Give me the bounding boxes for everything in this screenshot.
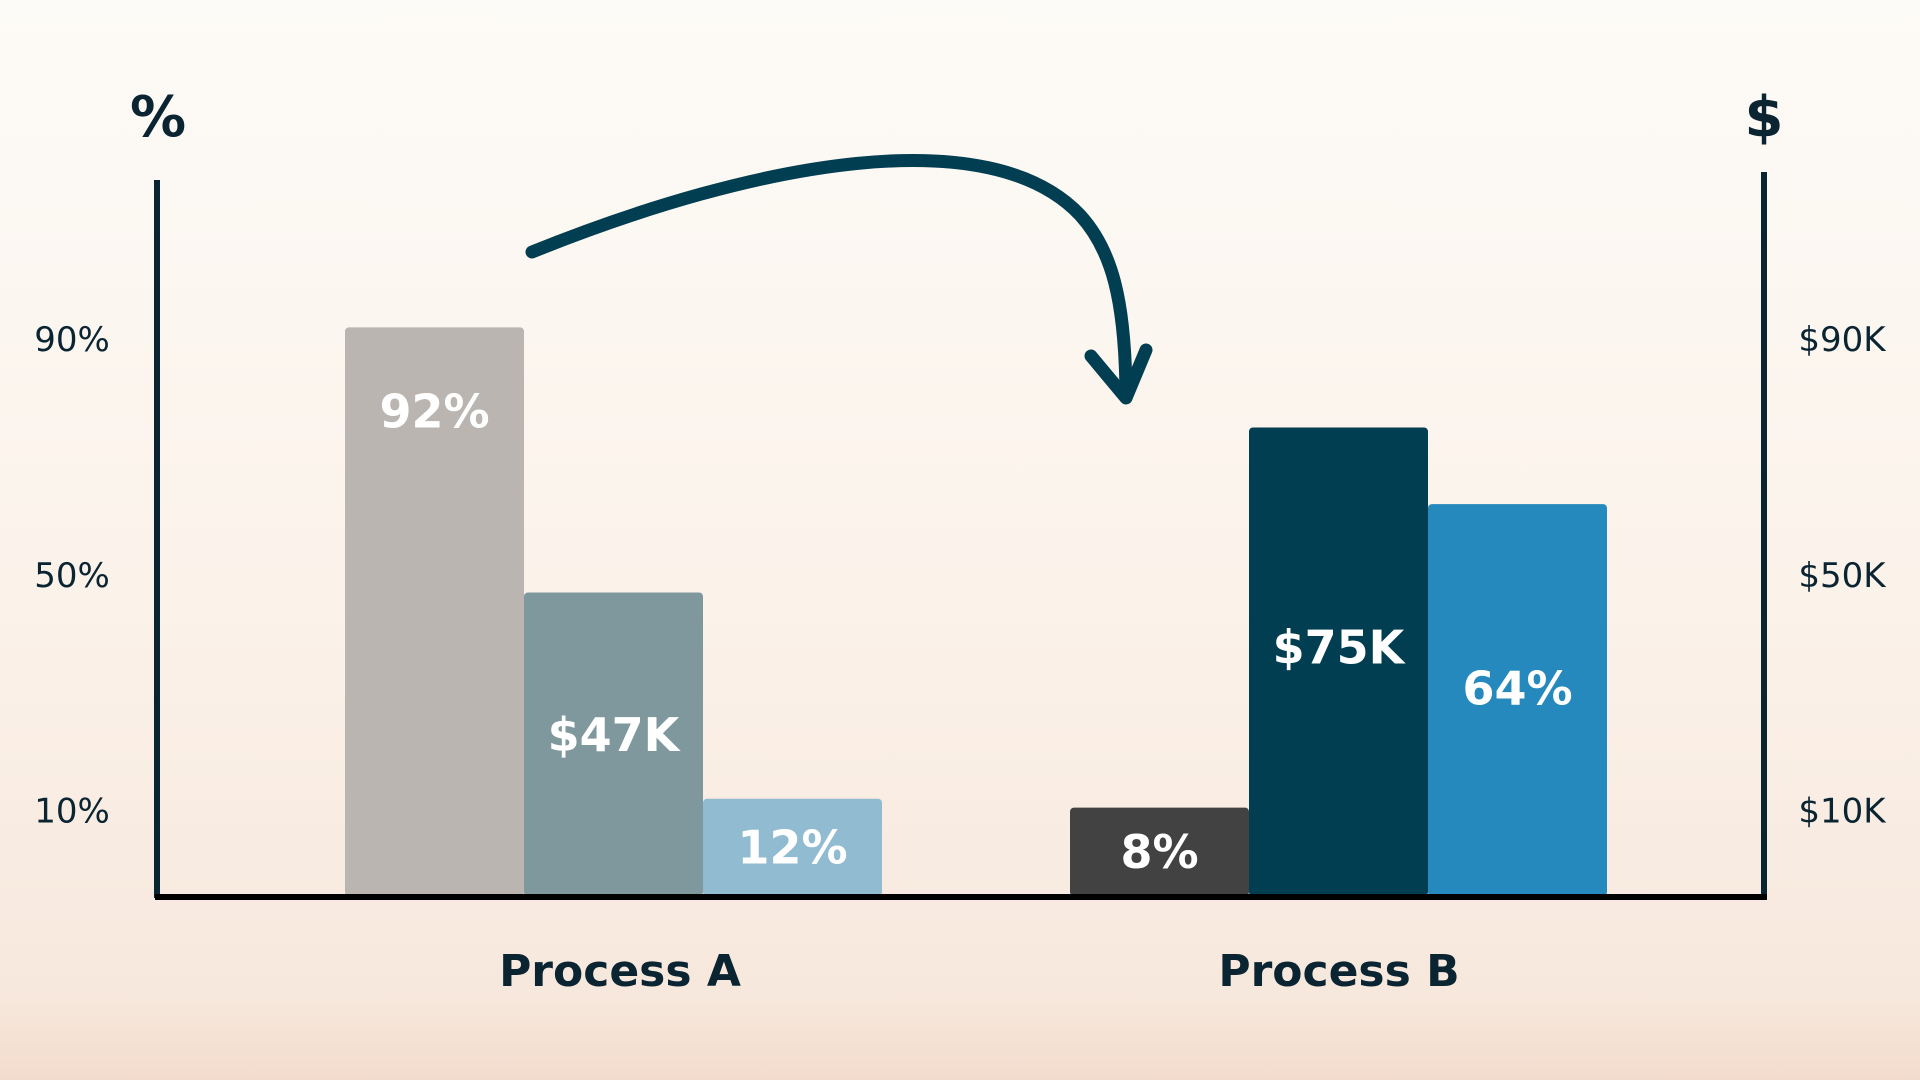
category-label: Process B bbox=[1218, 946, 1459, 997]
right-axis-tick-label: $50K bbox=[1798, 556, 1887, 596]
bar-value-label: $47K bbox=[548, 708, 682, 762]
left-axis-ticks: 10% 50% 90% bbox=[34, 320, 110, 831]
bar-value-label: 64% bbox=[1462, 661, 1572, 715]
left-axis-tick-label: 90% bbox=[34, 320, 110, 360]
left-axis-tick-label: 50% bbox=[34, 556, 110, 596]
right-axis-tick-label: $90K bbox=[1798, 320, 1887, 360]
bar-value-label: $75K bbox=[1273, 621, 1407, 675]
bar bbox=[1249, 427, 1428, 896]
bar-value-label: 92% bbox=[379, 384, 489, 438]
bar bbox=[703, 798, 882, 896]
bar bbox=[345, 327, 524, 897]
category-labels: Process A Process B bbox=[499, 946, 1460, 997]
bar bbox=[524, 592, 703, 896]
right-axis-tick-label: $10K bbox=[1798, 792, 1887, 832]
right-axis-ticks: $10K $50K $90K bbox=[1798, 320, 1887, 831]
bar-value-label: 8% bbox=[1120, 825, 1198, 879]
bar-value-label: 12% bbox=[737, 820, 847, 874]
arrow-head bbox=[1084, 343, 1153, 405]
right-axis-title: $ bbox=[1745, 85, 1784, 150]
category-label: Process A bbox=[499, 946, 741, 997]
left-axis-title: % bbox=[130, 85, 186, 150]
arrow-shaft bbox=[525, 153, 1133, 399]
bars: 92% $47K 12% 8% $75K 64% bbox=[345, 327, 1607, 897]
left-axis-tick-label: 10% bbox=[34, 792, 110, 832]
arrow-annotation bbox=[525, 153, 1153, 405]
bar bbox=[1070, 807, 1249, 896]
bar bbox=[1428, 504, 1607, 896]
